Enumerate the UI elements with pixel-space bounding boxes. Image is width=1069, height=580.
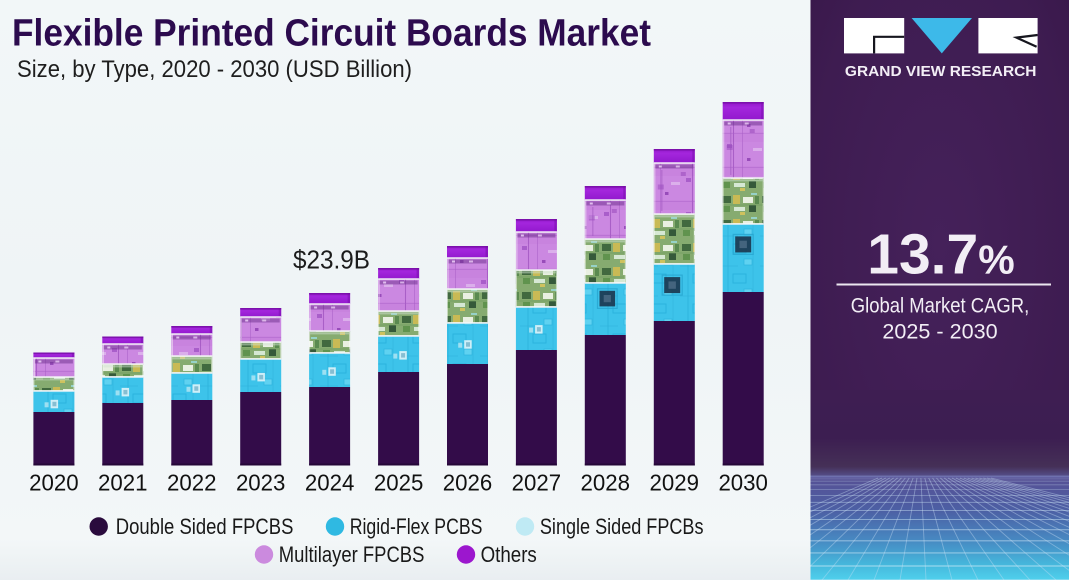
svg-text:$23.9B: $23.9B (293, 247, 370, 275)
svg-text:13.7%: 13.7% (867, 222, 1014, 286)
svg-text:Rigid-Flex PCBS: Rigid-Flex PCBS (350, 514, 483, 539)
svg-text:Size, by Type, 2020 - 2030 (US: Size, by Type, 2020 - 2030 (USD Billion) (17, 56, 412, 83)
svg-text:Multilayer FPCBS: Multilayer FPCBS (279, 542, 425, 567)
svg-text:Others: Others (481, 542, 537, 567)
svg-text:2021: 2021 (98, 470, 148, 496)
svg-text:2026: 2026 (443, 470, 493, 496)
svg-text:2025: 2025 (374, 470, 424, 496)
svg-text:Flexible Printed Circuit Board: Flexible Printed Circuit Boards Market (12, 13, 651, 55)
svg-text:Double Sided FPCBS: Double Sided FPCBS (116, 514, 294, 539)
svg-text:2023: 2023 (236, 470, 286, 496)
svg-text:2030: 2030 (718, 470, 768, 496)
svg-text:2024: 2024 (305, 470, 355, 496)
svg-text:2027: 2027 (512, 470, 562, 496)
svg-text:2025 - 2030: 2025 - 2030 (882, 321, 997, 344)
svg-text:Single Sided FPCBs: Single Sided FPCBs (540, 514, 704, 539)
svg-text:2020: 2020 (29, 470, 79, 496)
svg-text:2028: 2028 (581, 470, 631, 496)
svg-text:2029: 2029 (650, 470, 700, 496)
svg-text:GRAND VIEW RESEARCH: GRAND VIEW RESEARCH (845, 64, 1037, 80)
svg-text:Global Market CAGR,: Global Market CAGR, (851, 295, 1030, 318)
svg-text:2022: 2022 (167, 470, 217, 496)
